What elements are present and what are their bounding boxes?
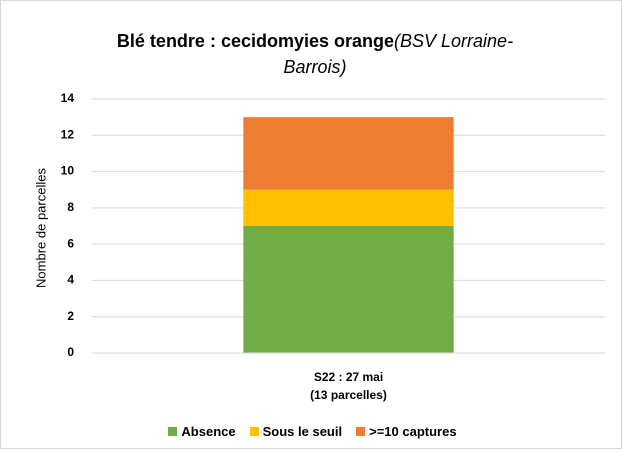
title-note: (BSV Lorraine-Barrois) bbox=[283, 31, 514, 77]
y-tick-label: 6 bbox=[67, 236, 74, 250]
x-tick-label: S22 : 27 mai (13 parcelles) bbox=[310, 370, 387, 402]
legend: Absence Sous le seuil >=10 captures bbox=[0, 424, 625, 439]
legend-item: Sous le seuil bbox=[249, 424, 343, 439]
y-tick-label: 8 bbox=[67, 200, 74, 214]
bar-segment bbox=[243, 189, 454, 226]
title-main: Blé tendre : cecidomyies orange bbox=[116, 31, 395, 51]
bar-segment bbox=[243, 117, 454, 190]
y-tick-label: 12 bbox=[61, 127, 75, 141]
y-tick-label: 14 bbox=[61, 91, 75, 105]
y-tick-label: 2 bbox=[67, 309, 74, 323]
legend-label: >=10 captures bbox=[369, 424, 457, 439]
bar-segment bbox=[243, 226, 454, 353]
y-tick-label: 0 bbox=[67, 345, 74, 359]
y-tick-label: 4 bbox=[67, 273, 74, 287]
y-axis-label: Nombre de parcelles bbox=[33, 168, 48, 288]
legend-swatch bbox=[168, 427, 178, 436]
legend-label: Absence bbox=[181, 424, 236, 439]
legend-swatch bbox=[249, 427, 259, 436]
y-tick-label: 10 bbox=[61, 164, 75, 178]
legend-swatch bbox=[356, 427, 366, 436]
chart-title: Blé tendre : cecidomyies orange(BSV Lorr… bbox=[90, 28, 540, 80]
legend-label: Sous le seuil bbox=[262, 424, 343, 439]
legend-item: Absence bbox=[168, 424, 236, 439]
legend-item: >=10 captures bbox=[356, 424, 457, 439]
